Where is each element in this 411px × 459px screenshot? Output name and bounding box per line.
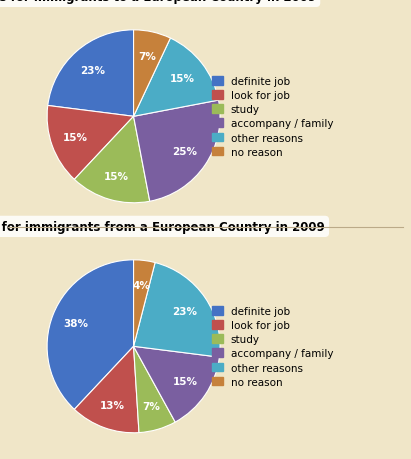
Text: 15%: 15% [173,376,198,386]
Wedge shape [134,39,219,117]
Legend: definite job, look for job, study, accompany / family, other reasons, no reason: definite job, look for job, study, accom… [208,302,337,391]
Wedge shape [47,260,134,409]
Wedge shape [74,347,139,433]
Text: 15%: 15% [62,133,88,143]
Text: 7%: 7% [142,401,160,411]
Legend: definite job, look for job, study, accompany / family, other reasons, no reason: definite job, look for job, study, accom… [208,73,337,162]
Wedge shape [134,101,220,202]
Text: 7%: 7% [138,51,156,62]
Text: 25%: 25% [173,147,198,157]
Text: 15%: 15% [170,74,195,84]
Text: 23%: 23% [80,66,105,75]
Wedge shape [48,31,134,117]
Title: Reasons for immigrants to a European Country in 2009: Reasons for immigrants to a European Cou… [0,0,316,4]
Wedge shape [74,117,150,203]
Wedge shape [134,31,171,117]
Text: 4%: 4% [132,280,150,290]
Wedge shape [134,263,220,358]
Wedge shape [47,106,134,180]
Text: 15%: 15% [104,172,129,182]
Wedge shape [134,347,219,422]
Text: 38%: 38% [63,319,88,329]
Text: 13%: 13% [100,400,125,410]
Wedge shape [134,347,175,433]
Wedge shape [134,260,155,347]
Text: 23%: 23% [173,307,198,317]
Title: Reasons for immigrants from a European Country in 2009: Reasons for immigrants from a European C… [0,220,325,233]
